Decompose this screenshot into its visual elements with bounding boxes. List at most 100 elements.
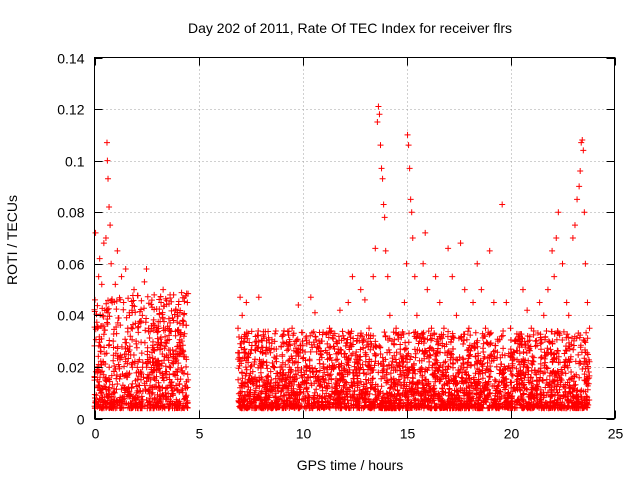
- data-point: [413, 312, 420, 319]
- data-point: [174, 351, 181, 358]
- y-tick-label: 0.14: [57, 51, 84, 67]
- data-point: [361, 296, 368, 303]
- data-point: [440, 325, 447, 332]
- data-point: [253, 338, 260, 345]
- data-point: [581, 209, 588, 216]
- data-point: [251, 389, 258, 396]
- x-axis-label: GPS time / hours: [297, 457, 404, 473]
- data-point: [235, 325, 242, 332]
- data-point: [507, 325, 514, 332]
- data-point: [453, 312, 460, 319]
- data-point: [449, 273, 456, 280]
- data-point: [353, 338, 360, 345]
- data-point: [336, 307, 343, 314]
- data-point: [404, 131, 411, 138]
- data-point: [551, 273, 558, 280]
- data-point: [381, 214, 388, 221]
- data-point: [408, 209, 415, 216]
- chart-title: Day 202 of 2011, Rate Of TEC Index for r…: [188, 20, 512, 36]
- data-point: [405, 142, 412, 149]
- data-point: [565, 312, 572, 319]
- data-point: [110, 338, 117, 345]
- y-tick-label: 0.12: [57, 102, 84, 118]
- data-point: [582, 260, 589, 267]
- data-point: [295, 302, 302, 309]
- data-point: [98, 281, 105, 288]
- data-point: [147, 376, 154, 383]
- data-point: [424, 286, 431, 293]
- data-point: [135, 358, 142, 365]
- data-point: [289, 325, 296, 332]
- y-tick-label: 0: [77, 412, 85, 428]
- data-point: [406, 165, 413, 172]
- data-point: [241, 338, 248, 345]
- x-tick-label: 15: [400, 426, 416, 442]
- data-point: [284, 343, 291, 350]
- data-point: [465, 325, 472, 332]
- data-point: [151, 394, 158, 401]
- data-point: [92, 229, 99, 236]
- data-point: [393, 325, 400, 332]
- data-point: [153, 363, 160, 370]
- data-point: [349, 273, 356, 280]
- data-point: [586, 325, 593, 332]
- data-point: [384, 273, 391, 280]
- data-point: [482, 325, 489, 332]
- y-axis-label: ROTI / TECUs: [4, 195, 20, 285]
- data-point: [105, 175, 112, 182]
- data-point: [495, 338, 502, 345]
- data-point: [126, 343, 133, 350]
- data-point: [357, 286, 364, 293]
- data-point: [563, 299, 570, 306]
- data-point: [122, 265, 129, 272]
- data-point: [112, 281, 119, 288]
- data-point: [436, 299, 443, 306]
- data-point: [411, 273, 418, 280]
- data-point: [470, 299, 477, 306]
- data-point: [378, 165, 385, 172]
- data-point: [145, 325, 152, 332]
- data-point: [372, 245, 379, 252]
- data-point: [375, 103, 382, 110]
- data-point: [101, 351, 108, 358]
- data-point: [311, 309, 318, 316]
- data-point: [397, 351, 404, 358]
- data-point: [124, 325, 131, 332]
- x-tick-label: 5: [196, 426, 204, 442]
- data-point: [380, 201, 387, 208]
- data-point: [249, 376, 256, 383]
- data-point: [374, 118, 381, 125]
- data-point: [420, 260, 427, 267]
- data-point: [345, 299, 352, 306]
- data-point: [94, 325, 101, 332]
- data-point: [391, 363, 398, 370]
- data-point: [131, 286, 138, 293]
- data-point: [579, 137, 586, 144]
- y-tick-label: 0.1: [65, 154, 85, 170]
- y-tick-label: 0.02: [57, 360, 84, 376]
- data-point: [528, 325, 535, 332]
- data-point: [278, 363, 285, 370]
- data-point: [569, 235, 576, 241]
- data-point: [511, 338, 518, 345]
- data-point: [106, 204, 113, 211]
- data-point: [102, 235, 109, 241]
- data-point: [299, 338, 306, 345]
- data-points: [92, 103, 593, 401]
- x-tick-label: 20: [504, 426, 520, 442]
- data-point: [415, 332, 422, 339]
- data-point: [377, 142, 384, 149]
- data-point: [141, 278, 148, 285]
- data-point: [503, 299, 510, 306]
- data-point: [432, 273, 439, 280]
- data-point: [578, 139, 585, 146]
- data-point: [95, 273, 102, 280]
- data-point: [245, 351, 252, 358]
- data-point: [544, 286, 551, 293]
- data-point: [555, 209, 562, 216]
- data-point: [428, 325, 435, 332]
- data-point: [104, 157, 111, 164]
- data-point: [524, 307, 531, 314]
- data-point: [409, 235, 416, 241]
